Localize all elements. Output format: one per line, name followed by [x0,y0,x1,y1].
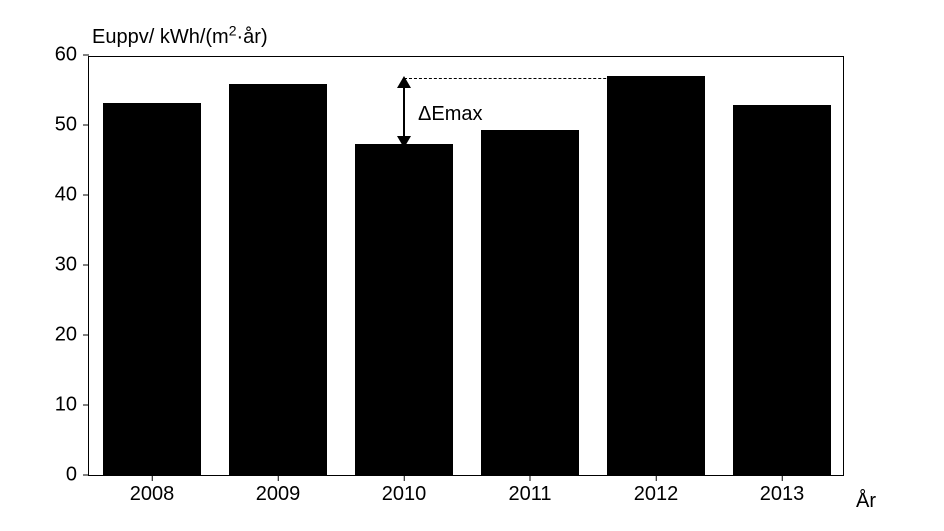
y-tick: 10 [55,394,89,417]
x-tick: 2008 [130,475,175,506]
y-tick-mark [83,55,89,56]
x-tick-mark [404,475,405,481]
x-tick-mark [529,475,530,481]
bar [229,84,327,475]
x-tick-label: 2011 [508,483,551,506]
y-tick-label: 20 [55,324,79,347]
x-tick-label: 2010 [382,483,427,506]
bar [103,103,201,475]
y-tick-mark [83,405,89,406]
x-tick-label: 2012 [634,483,679,506]
bar [607,76,705,475]
y-tick-mark [83,125,89,126]
annotation-dashed-line [404,78,656,79]
x-tick-mark [278,475,279,481]
y-tick-label: 50 [55,114,79,137]
y-tick: 50 [55,114,89,137]
y-tick-label: 40 [55,184,79,207]
chart-stage: 0 10 20 30 40 50 60 2008 2009 2010 2011 2012 2013 ΔEm… [0,0,944,531]
x-axis-label: År [856,490,876,513]
y-tick: 20 [55,324,89,347]
x-tick-label: 2013 [760,483,805,506]
y-tick: 30 [55,254,89,277]
y-tick-mark [83,475,89,476]
bar [481,130,579,475]
x-tick-mark [656,475,657,481]
x-tick: 2011 [508,475,551,506]
y-tick: 60 [55,44,89,67]
y-tick-mark [83,195,89,196]
x-tick-mark [152,475,153,481]
arrow-head-up-icon [397,76,411,88]
arrow-head-down-icon [397,136,411,148]
y-tick-label: 10 [55,394,79,417]
y-tick: 0 [66,464,89,487]
delta-emax-label: ΔEmax [418,103,482,126]
x-tick-label: 2008 [130,483,175,506]
x-tick: 2012 [634,475,679,506]
y-tick: 40 [55,184,89,207]
y-axis-label: Euppv/ kWh/(m2·år) [92,26,268,49]
x-tick-mark [782,475,783,481]
bar [355,144,453,475]
x-tick: 2013 [760,475,805,506]
bar [733,105,831,475]
y-tick-label: 0 [66,464,79,487]
y-tick-mark [83,335,89,336]
y-tick-mark [83,265,89,266]
plot-area: 0102030405060200820092010201120122013ΔEm… [88,56,844,476]
x-tick: 2009 [256,475,301,506]
x-tick: 2010 [382,475,427,506]
y-tick-label: 30 [55,254,79,277]
x-tick-label: 2009 [256,483,301,506]
y-tick-label: 60 [55,44,79,67]
